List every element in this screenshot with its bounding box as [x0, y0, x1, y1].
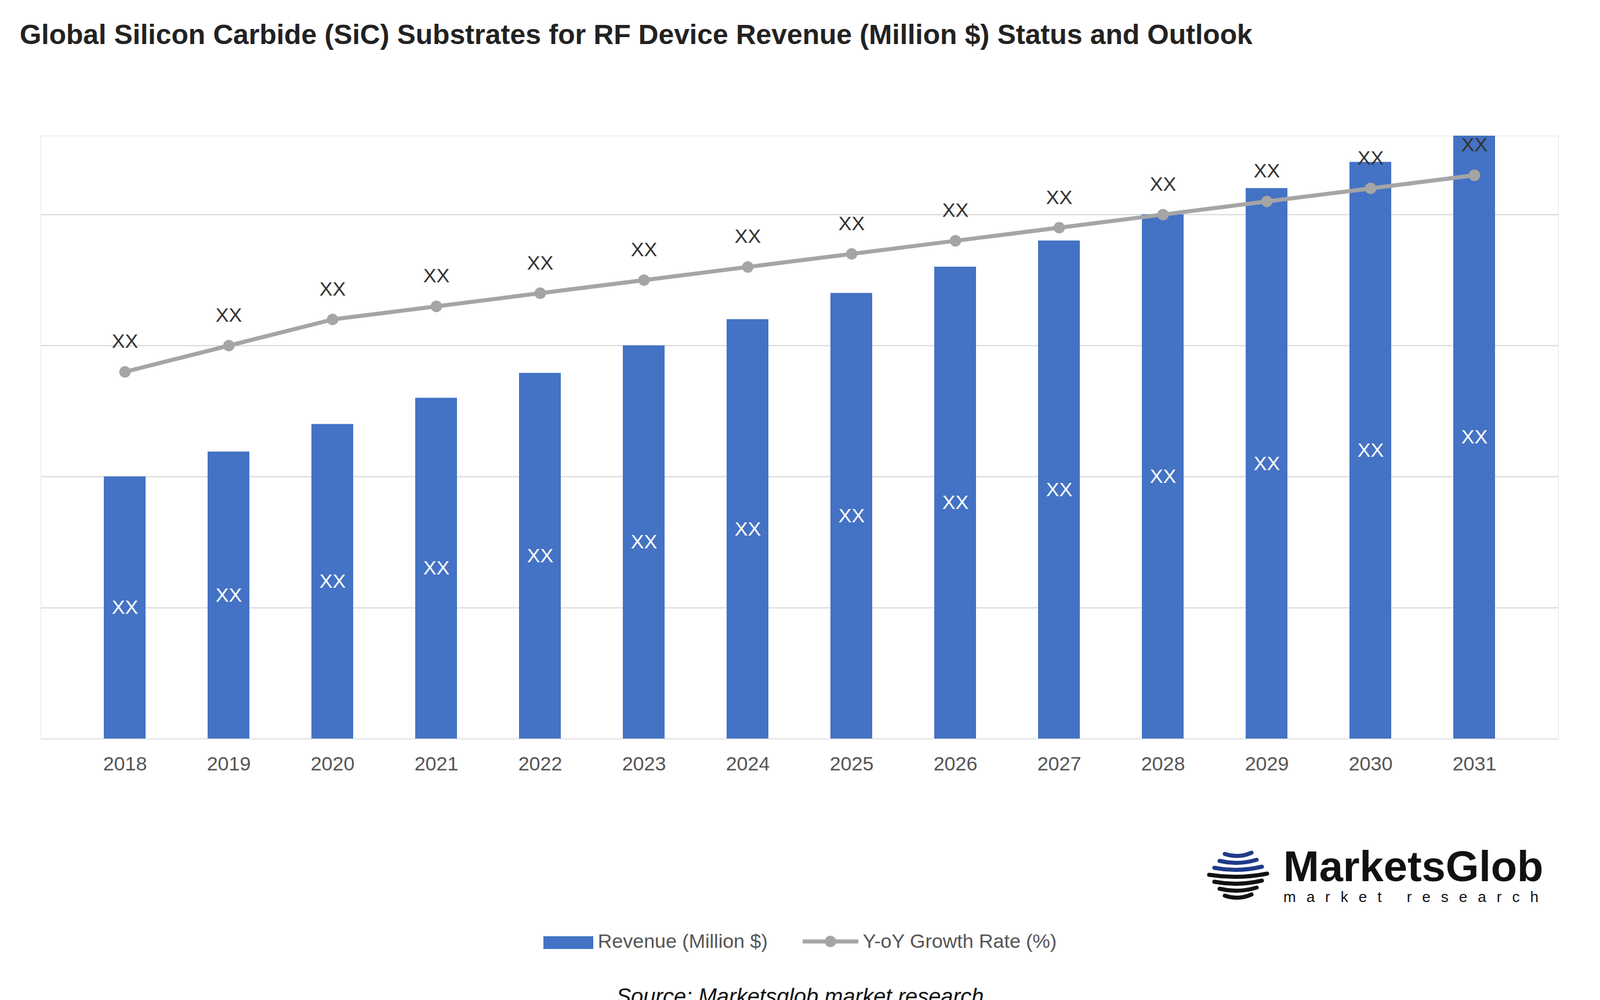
svg-text:XX: XX [1149, 172, 1177, 195]
svg-text:2030: 2030 [1348, 752, 1393, 775]
svg-text:2026: 2026 [933, 752, 978, 775]
svg-text:XX: XX [423, 264, 450, 287]
html-text:market research: market research [1283, 888, 1549, 906]
html-text:Revenue (Million $): Revenue (Million $) [597, 930, 768, 953]
svg-text:XX: XX [1149, 465, 1177, 488]
svg-text:XX: XX [111, 596, 139, 619]
svg-text:2019: 2019 [207, 752, 252, 775]
svg-text:XX: XX [1046, 478, 1073, 501]
svg-text:XX: XX [630, 238, 658, 261]
svg-text:XX: XX [215, 583, 242, 607]
svg-text:2023: 2023 [622, 752, 667, 775]
svg-text:2018: 2018 [103, 752, 148, 775]
svg-text:XX: XX [1461, 133, 1488, 156]
svg-text:XX: XX [942, 491, 969, 514]
svg-text:XX: XX [527, 544, 554, 567]
svg-text:XX: XX [734, 225, 761, 248]
html-text:MarketsGlob: MarketsGlob [1283, 842, 1544, 891]
svg-text:2027: 2027 [1037, 752, 1082, 775]
svg-text:2022: 2022 [518, 752, 563, 775]
html-text:Y-oY Growth Rate (%): Y-oY Growth Rate (%) [862, 930, 1057, 953]
svg-text:XX: XX [942, 198, 969, 221]
svg-text:2020: 2020 [310, 752, 355, 775]
svg-text:XX: XX [319, 277, 346, 300]
svg-text:2025: 2025 [829, 752, 874, 775]
svg-text:XX: XX [734, 517, 761, 540]
svg-text:2029: 2029 [1245, 752, 1290, 775]
svg-text:XX: XX [1357, 438, 1384, 462]
svg-text:XX: XX [319, 570, 346, 593]
svg-text:XX: XX [423, 556, 450, 579]
svg-text:XX: XX [630, 530, 658, 553]
svg-text:XX: XX [111, 329, 139, 353]
svg-text:XX: XX [1357, 146, 1384, 169]
svg-text:XX: XX [1253, 159, 1280, 182]
svg-text:XX: XX [838, 212, 865, 235]
svg-text:XX: XX [1046, 186, 1073, 209]
svg-text:XX: XX [1461, 425, 1488, 448]
html-text:Global Silicon Carbide (SiC) S: Global Silicon Carbide (SiC) Substrates … [19, 19, 1253, 50]
svg-text:2028: 2028 [1141, 752, 1186, 775]
svg-text:XX: XX [527, 251, 554, 274]
svg-text:XX: XX [838, 504, 865, 527]
svg-text:XX: XX [215, 303, 242, 326]
svg-text:2024: 2024 [726, 752, 771, 775]
svg-text:2031: 2031 [1452, 752, 1497, 775]
svg-text:2021: 2021 [414, 752, 459, 775]
svg-text:XX: XX [1253, 452, 1280, 475]
